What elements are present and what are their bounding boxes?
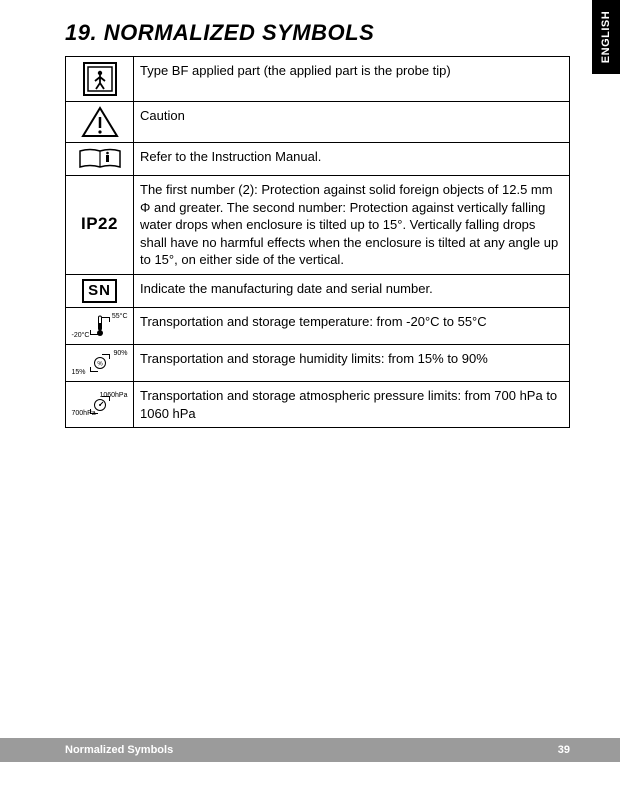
table-row: SN Indicate the manufacturing date and s… bbox=[66, 274, 570, 307]
footer-page: 39 bbox=[558, 744, 570, 756]
symbols-table: Type BF applied part (the applied part i… bbox=[65, 56, 570, 428]
symbol-caution-icon bbox=[66, 102, 134, 143]
footer-section: Normalized Symbols bbox=[65, 744, 173, 756]
symbol-pressure-icon: 1060hPa 700hPa bbox=[66, 381, 134, 427]
temp-hi: 55°C bbox=[112, 312, 128, 321]
table-row: Caution bbox=[66, 102, 570, 143]
symbol-ip22: IP22 bbox=[66, 176, 134, 275]
symbol-desc: Indicate the manufacturing date and seri… bbox=[134, 274, 570, 307]
section-title: 19. NORMALIZED SYMBOLS bbox=[65, 20, 570, 46]
table-row: 55°C -20°C Transportation and storage te… bbox=[66, 307, 570, 344]
symbol-desc: Caution bbox=[134, 102, 570, 143]
symbol-manual-icon bbox=[66, 143, 134, 176]
table-row: IP22 The first number (2): Protection ag… bbox=[66, 176, 570, 275]
symbol-sn: SN bbox=[66, 274, 134, 307]
symbol-desc: The first number (2): Protection against… bbox=[134, 176, 570, 275]
symbol-temp-icon: 55°C -20°C bbox=[66, 307, 134, 344]
page-content: 19. NORMALIZED SYMBOLS Type BF applied p… bbox=[0, 0, 620, 428]
symbol-desc: Refer to the Instruction Manual. bbox=[134, 143, 570, 176]
sn-label: SN bbox=[82, 279, 117, 303]
table-row: Type BF applied part (the applied part i… bbox=[66, 57, 570, 102]
humid-hi: 90% bbox=[113, 349, 127, 358]
language-label: ENGLISH bbox=[600, 11, 612, 63]
table-row: 1060hPa 700hPa Transportation and storag… bbox=[66, 381, 570, 427]
svg-text:%: % bbox=[97, 361, 103, 367]
language-tab: ENGLISH bbox=[592, 0, 620, 74]
humid-lo: 15% bbox=[72, 368, 86, 377]
table-row: Refer to the Instruction Manual. bbox=[66, 143, 570, 176]
symbol-desc: Transportation and storage temperature: … bbox=[134, 307, 570, 344]
symbol-bf-icon bbox=[66, 57, 134, 102]
symbol-desc: Transportation and storage humidity limi… bbox=[134, 344, 570, 381]
symbol-desc: Transportation and storage atmospheric p… bbox=[134, 381, 570, 427]
temp-lo: -20°C bbox=[72, 331, 90, 340]
table-row: 90% 15% % Transportation and storage hum… bbox=[66, 344, 570, 381]
symbol-desc: Type BF applied part (the applied part i… bbox=[134, 57, 570, 102]
ip22-label: IP22 bbox=[81, 214, 118, 233]
symbol-humidity-icon: 90% 15% % bbox=[66, 344, 134, 381]
page-footer: Normalized Symbols 39 bbox=[0, 738, 620, 762]
